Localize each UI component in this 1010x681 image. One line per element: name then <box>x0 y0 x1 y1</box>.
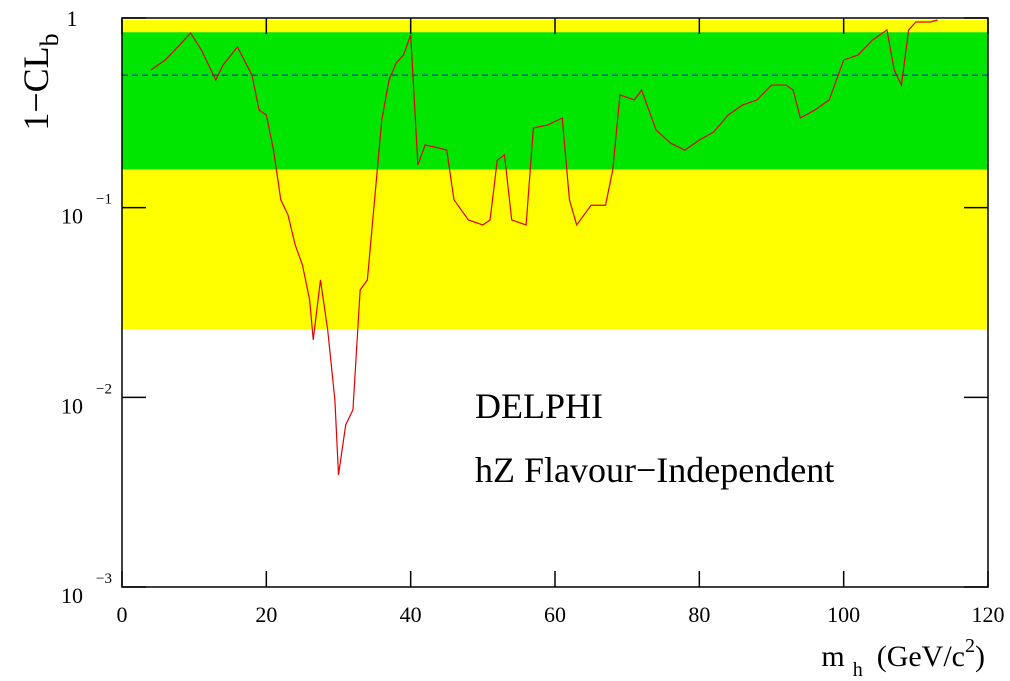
y-label-text: 1−CL <box>16 46 56 130</box>
x-label-sub: h <box>853 659 863 681</box>
y-tick-label: 10 <box>61 393 83 418</box>
x-tick-label: 20 <box>255 602 277 627</box>
x-tick-label: 100 <box>827 602 860 627</box>
x-label-sup: 2 <box>965 635 975 657</box>
y-tick-exponent: −3 <box>96 571 112 587</box>
y-tick-label: 10 <box>61 204 83 229</box>
annotation: hZ Flavour−Independent <box>475 450 834 490</box>
y-tick-label: 10 <box>61 583 83 608</box>
plot-background <box>122 19 988 330</box>
x-axis-label: m h (GeV/c2) <box>821 635 985 681</box>
y-tick-exponent: −2 <box>96 381 112 397</box>
y-tick-label: 1 <box>67 6 78 31</box>
x-tick-label: 40 <box>400 602 422 627</box>
x-label-close: ) <box>975 640 985 673</box>
x-tick-label: 120 <box>972 602 1005 627</box>
x-tick-label: 80 <box>688 602 710 627</box>
x-label-text: m <box>821 640 844 673</box>
band <box>122 32 988 170</box>
data-line <box>150 19 938 475</box>
x-label-unit: (GeV/c <box>877 640 965 673</box>
x-tick-label: 0 <box>117 602 128 627</box>
y-axis-label: 1−CLb <box>16 33 64 130</box>
y-tick-exponent: −1 <box>96 192 112 208</box>
y-label-sub: b <box>35 33 64 46</box>
annotation: DELPHI <box>475 386 603 426</box>
x-tick-label: 60 <box>544 602 566 627</box>
